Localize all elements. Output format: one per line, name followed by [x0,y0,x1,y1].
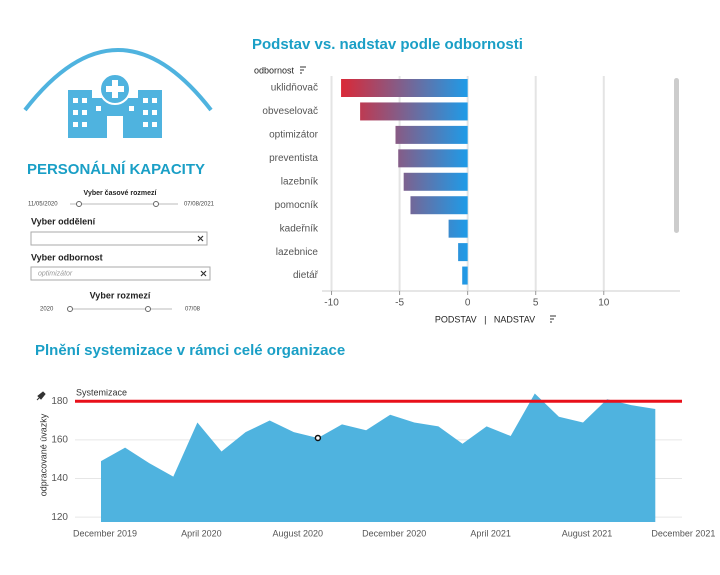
bar [360,102,468,121]
sort-icon[interactable] [300,66,306,74]
slider-handle[interactable] [153,201,159,207]
x-tick-label: -5 [395,298,404,309]
x-tick-label: December 2019 [73,528,137,538]
logo [23,48,213,138]
y-tick-label: 180 [51,396,68,407]
category-label: preventista [269,153,318,164]
bar [458,243,468,262]
dropdown[interactable] [30,231,208,246]
x-tick-label: 0 [465,298,471,309]
bar [462,266,468,285]
category-header: odbornost [254,65,295,75]
reference-label: Systemizace [76,388,127,398]
slider-start: 11/05/2020 [28,202,58,208]
category-label: optimizátor [269,130,319,141]
x-tick-label: December 2021 [651,528,715,538]
dropdown-placeholder: optimizátor [38,270,73,277]
slider-start: 2020 [40,307,54,313]
y-tick-label: 140 [51,473,68,484]
category-label: lazebník [281,176,319,187]
bar [403,172,468,191]
y-tick-label: 120 [51,512,68,523]
sidebar-title: PERSONÁLNÍ KAPACITY [27,161,205,178]
category-label: kadeřník [280,223,319,234]
x-axis-label: PODSTAV | NADSTAV [435,314,535,324]
scrollbar[interactable] [674,78,679,233]
category-label: lazebnice [276,247,319,258]
x-tick-label: April 2020 [181,528,222,538]
slider-end: 07/08 [185,307,201,313]
area [101,393,656,522]
sort-icon[interactable] [550,315,556,323]
x-tick-label: 10 [598,298,610,309]
bar [341,79,468,97]
chart-title: Podstav vs. nadstav podle odbornosti [252,36,523,53]
bar [398,149,468,168]
clear-icon[interactable] [197,235,204,242]
chart-title: Plnění systemizace v rámci celé organiza… [35,342,345,359]
x-tick-label: -10 [324,298,339,309]
slider-handle[interactable] [67,306,73,312]
x-tick-label: April 2021 [470,528,511,538]
category-label: obveselovač [262,106,318,117]
slider-handle[interactable] [76,201,82,207]
clear-icon[interactable] [200,270,207,277]
x-tick-label: August 2020 [273,528,324,538]
x-tick-label: 5 [533,298,539,309]
bar [448,219,468,238]
filter-label: Vyber odbornost [31,252,103,262]
filter-label: Vyber oddělení [31,216,96,226]
category-label: uklidňovač [271,83,318,94]
dropdown[interactable] [30,266,211,281]
filter-label: Vyber časové rozmezí [84,190,158,197]
selected-point [314,434,322,442]
slider-end: 07/08/2021 [184,202,215,208]
pin-icon[interactable] [36,391,46,401]
x-tick-label: August 2021 [562,528,613,538]
y-axis-label: odpracované úvazky [38,413,48,496]
slider-handle[interactable] [145,306,151,312]
y-tick-label: 160 [51,435,68,446]
x-tick-label: December 2020 [362,528,426,538]
category-label: pomocník [275,200,319,211]
bar [410,196,468,215]
bar [395,125,468,144]
filter-label: Vyber rozmezí [90,290,151,300]
category-label: dietář [293,270,319,281]
